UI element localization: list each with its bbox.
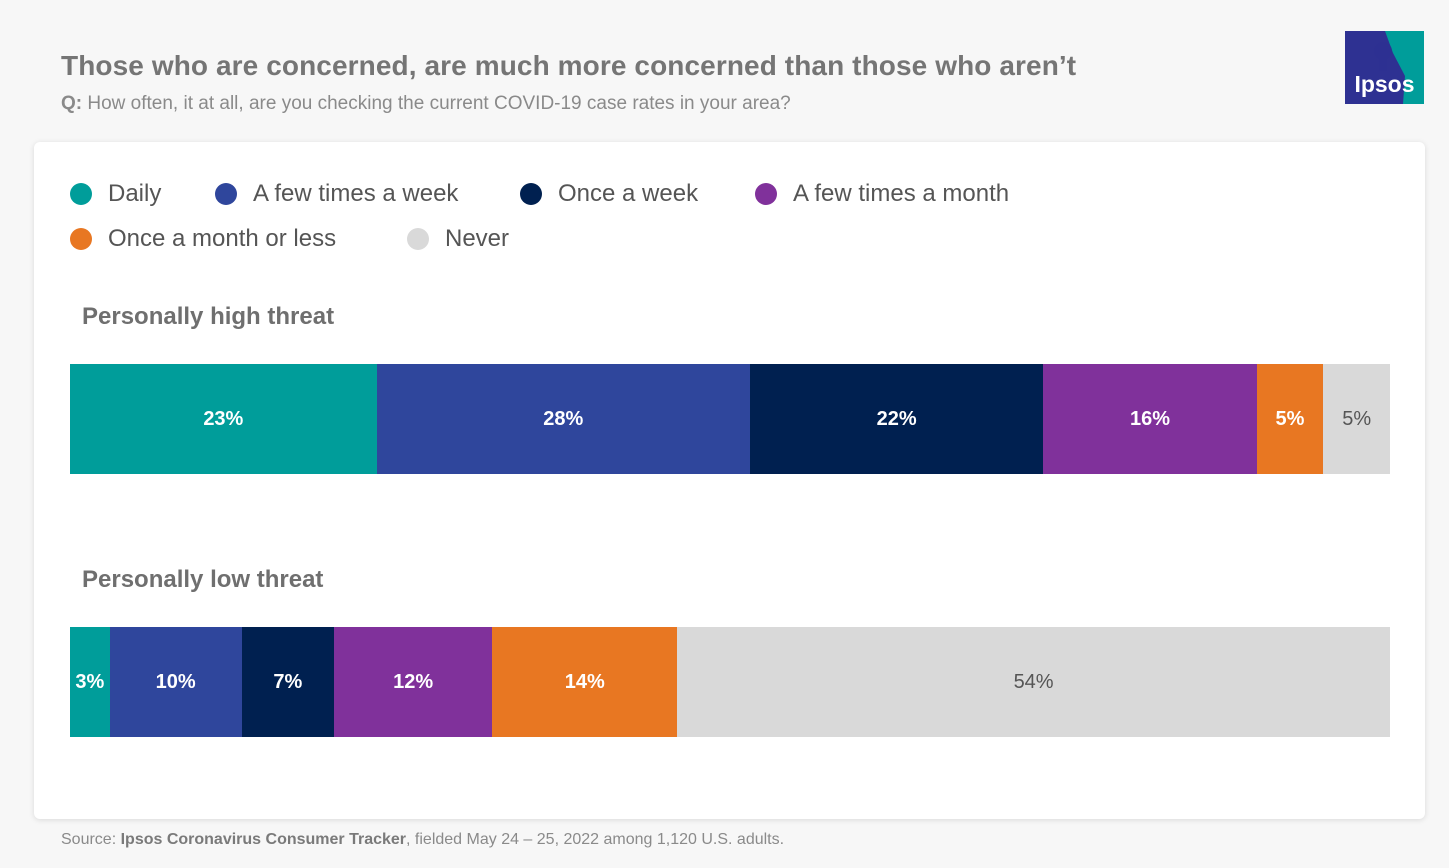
legend-item-a-few-times-a-month: A few times a month xyxy=(755,180,1009,208)
data-label: 28% xyxy=(543,407,584,430)
data-label: 10% xyxy=(155,670,196,693)
chart-title: Those who are concerned, are much more c… xyxy=(61,50,1077,81)
legend-label: Once a month or less xyxy=(108,225,337,252)
data-label: 12% xyxy=(393,670,434,693)
data-label: 3% xyxy=(75,670,105,693)
data-label: 5% xyxy=(1342,407,1372,430)
bar-segment-a-few-times-a-week: 28% xyxy=(376,364,750,474)
source-name: Ipsos Coronavirus Consumer Tracker xyxy=(120,831,407,848)
legend-label: Daily xyxy=(108,180,162,207)
bar-segment-once-a-week: 7% xyxy=(241,627,334,737)
legend-label: A few times a week xyxy=(253,180,459,207)
bar-segment-daily: 23% xyxy=(70,364,377,474)
group-label-low: Personally low threat xyxy=(82,566,324,593)
legend-item-daily: Daily xyxy=(70,180,161,208)
source-prefix: Source: xyxy=(61,831,117,848)
data-label: 54% xyxy=(1013,670,1054,693)
data-label: 7% xyxy=(273,670,303,693)
data-label: 23% xyxy=(203,407,244,430)
data-label: 22% xyxy=(876,407,917,430)
legend-swatch xyxy=(520,183,542,205)
legend-label: Never xyxy=(445,225,510,252)
bar-segment-once-a-week: 22% xyxy=(750,364,1044,474)
chart-card: Daily A few times a week Once a week A few … xyxy=(34,142,1425,819)
legend-item-never: Never xyxy=(407,225,509,253)
stacked-bar-high-threat: 23% 28% 22% 16% 5% 5% xyxy=(70,364,1390,474)
stacked-bar-low-threat: 3% 10% 7% 12% 14% 54% xyxy=(70,627,1390,737)
bar-segment-once-a-month-or-less: 14% xyxy=(492,627,678,737)
bar-segment-daily: 3% xyxy=(70,627,110,737)
bar-segment-never: 5% xyxy=(1323,364,1390,474)
legend-swatch xyxy=(215,183,237,205)
question-text: How often, it at all, are you checking t… xyxy=(87,93,791,114)
legend-label: A few times a month xyxy=(793,180,1010,207)
legend-item-a-few-times-a-week: A few times a week xyxy=(215,180,458,208)
legend-swatch xyxy=(70,228,92,250)
legend-swatch xyxy=(407,228,429,250)
legend-swatch xyxy=(755,183,777,205)
bar-segment-a-few-times-a-week: 10% xyxy=(109,627,242,737)
bar-segment-a-few-times-a-month: 16% xyxy=(1043,364,1257,474)
logo-text: Ipsos xyxy=(1354,71,1414,97)
legend-item-once-a-week: Once a week xyxy=(520,180,698,208)
legend-label: Once a week xyxy=(558,180,699,207)
question-prefix: Q: xyxy=(61,93,83,114)
data-label: 14% xyxy=(564,670,605,693)
ipsos-logo: Ipsos xyxy=(1345,31,1424,104)
bar-segment-a-few-times-a-month: 12% xyxy=(334,627,493,737)
group-label-high: Personally high threat xyxy=(82,303,335,330)
data-label: 16% xyxy=(1129,407,1170,430)
source-details: , fielded May 24 – 25, 2022 among 1,120 … xyxy=(406,831,785,848)
legend-item-once-a-month-or-less: Once a month or less xyxy=(70,225,336,253)
bar-segment-once-a-month-or-less: 5% xyxy=(1256,364,1324,474)
source-note: Source: Ipsos Coronavirus Consumer Track… xyxy=(61,831,784,849)
chart-question: Q: How often, it at all, are you checkin… xyxy=(61,93,791,115)
legend-swatch xyxy=(70,183,92,205)
data-label: 5% xyxy=(1275,407,1305,430)
bar-segment-never: 54% xyxy=(677,627,1390,737)
